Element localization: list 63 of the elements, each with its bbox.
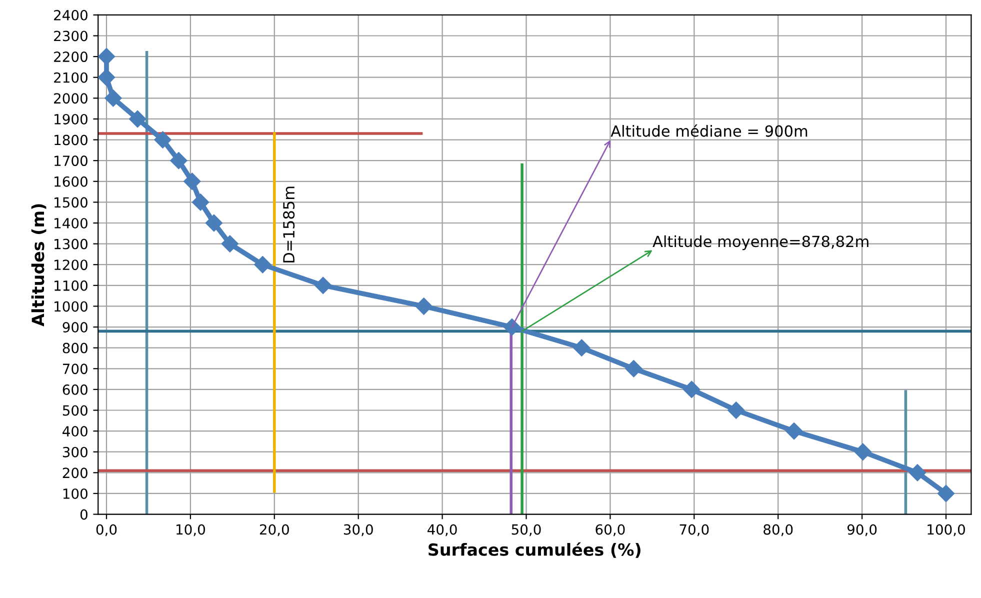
y-tick-label: 1400 <box>54 218 88 228</box>
y-tick-label: 1900 <box>54 114 88 124</box>
y-tick-label: 900 <box>62 322 88 333</box>
y-tick-label: 1500 <box>54 197 88 208</box>
point <box>415 298 432 315</box>
point <box>254 256 272 274</box>
point <box>154 131 172 148</box>
point <box>192 194 210 211</box>
point <box>625 360 642 378</box>
point <box>104 90 122 107</box>
y-tick-label: 2100 <box>54 72 88 83</box>
x-tick-label: 60,0 <box>596 524 625 536</box>
x-tick-label: 20,0 <box>260 524 289 536</box>
point <box>314 276 332 294</box>
annotation: D=1585m <box>283 186 295 262</box>
point <box>728 402 745 419</box>
y-tick-label: 1200 <box>54 260 88 270</box>
y-tick-label: 600 <box>62 384 88 395</box>
point <box>184 172 201 190</box>
point <box>205 214 223 232</box>
y-tick-label: 100 <box>63 488 88 499</box>
y-tick-label: 1600 <box>54 176 88 187</box>
point <box>573 339 590 356</box>
x-axis-title: Surfaces cumulées (%) <box>428 542 640 558</box>
y-axis-title: Altitudes (m) <box>31 204 46 326</box>
point <box>129 110 146 128</box>
x-tick-label: 30,0 <box>344 524 373 536</box>
x-tick-label: 50,0 <box>512 524 541 536</box>
y-tick-label: 700 <box>63 364 88 374</box>
y-tick-label: 0 <box>80 509 88 520</box>
point <box>98 68 116 86</box>
y-tick-label: 400 <box>62 426 88 437</box>
y-tick-label: 500 <box>62 405 88 416</box>
x-tick-label: 0,0 <box>96 524 117 536</box>
x-tick-label: 10,0 <box>176 524 205 536</box>
point <box>786 422 803 440</box>
x-tick-label: 90,0 <box>847 524 877 536</box>
x-tick-label: 80,0 <box>764 524 793 536</box>
x-tick-label: 40,0 <box>428 524 457 536</box>
point <box>503 318 521 336</box>
point <box>98 48 116 66</box>
y-tick-label: 1800 <box>54 134 88 146</box>
point <box>937 484 955 502</box>
y-tick-label: 1000 <box>54 301 88 312</box>
point <box>683 380 700 398</box>
point <box>908 464 926 482</box>
y-tick-label: 800 <box>62 342 88 354</box>
point <box>221 235 238 252</box>
x-tick-label: 70,0 <box>680 524 709 536</box>
y-tick-label: 1300 <box>54 238 88 250</box>
point <box>854 443 872 460</box>
y-tick-label: 2000 <box>54 93 88 104</box>
y-tick-label: 1700 <box>54 156 88 166</box>
y-tick-label: 200 <box>62 468 88 478</box>
point <box>170 152 188 170</box>
y-tick-label: 2400 <box>54 10 88 20</box>
x-tick-label: 100,0 <box>928 524 965 536</box>
annotation: Altitude moyenne=878,82m <box>652 235 868 250</box>
y-tick-label: 2200 <box>54 52 88 62</box>
y-tick-label: 300 <box>62 446 88 458</box>
y-tick-label: 1100 <box>54 280 88 291</box>
annotation: Altitude médiane = 900m <box>610 124 808 137</box>
y-tick-label: 2300 <box>54 30 88 42</box>
